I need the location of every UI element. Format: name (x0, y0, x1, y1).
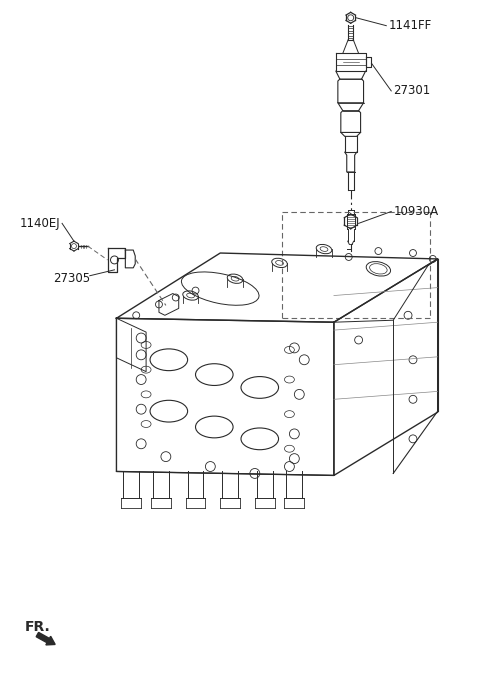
Text: 27305: 27305 (53, 272, 90, 285)
FancyArrow shape (36, 632, 55, 645)
Text: 10930A: 10930A (393, 205, 438, 218)
Text: FR.: FR. (24, 619, 50, 634)
Text: 27301: 27301 (393, 84, 431, 97)
Text: 1140EJ: 1140EJ (20, 217, 60, 230)
Text: 1141FF: 1141FF (388, 19, 432, 32)
